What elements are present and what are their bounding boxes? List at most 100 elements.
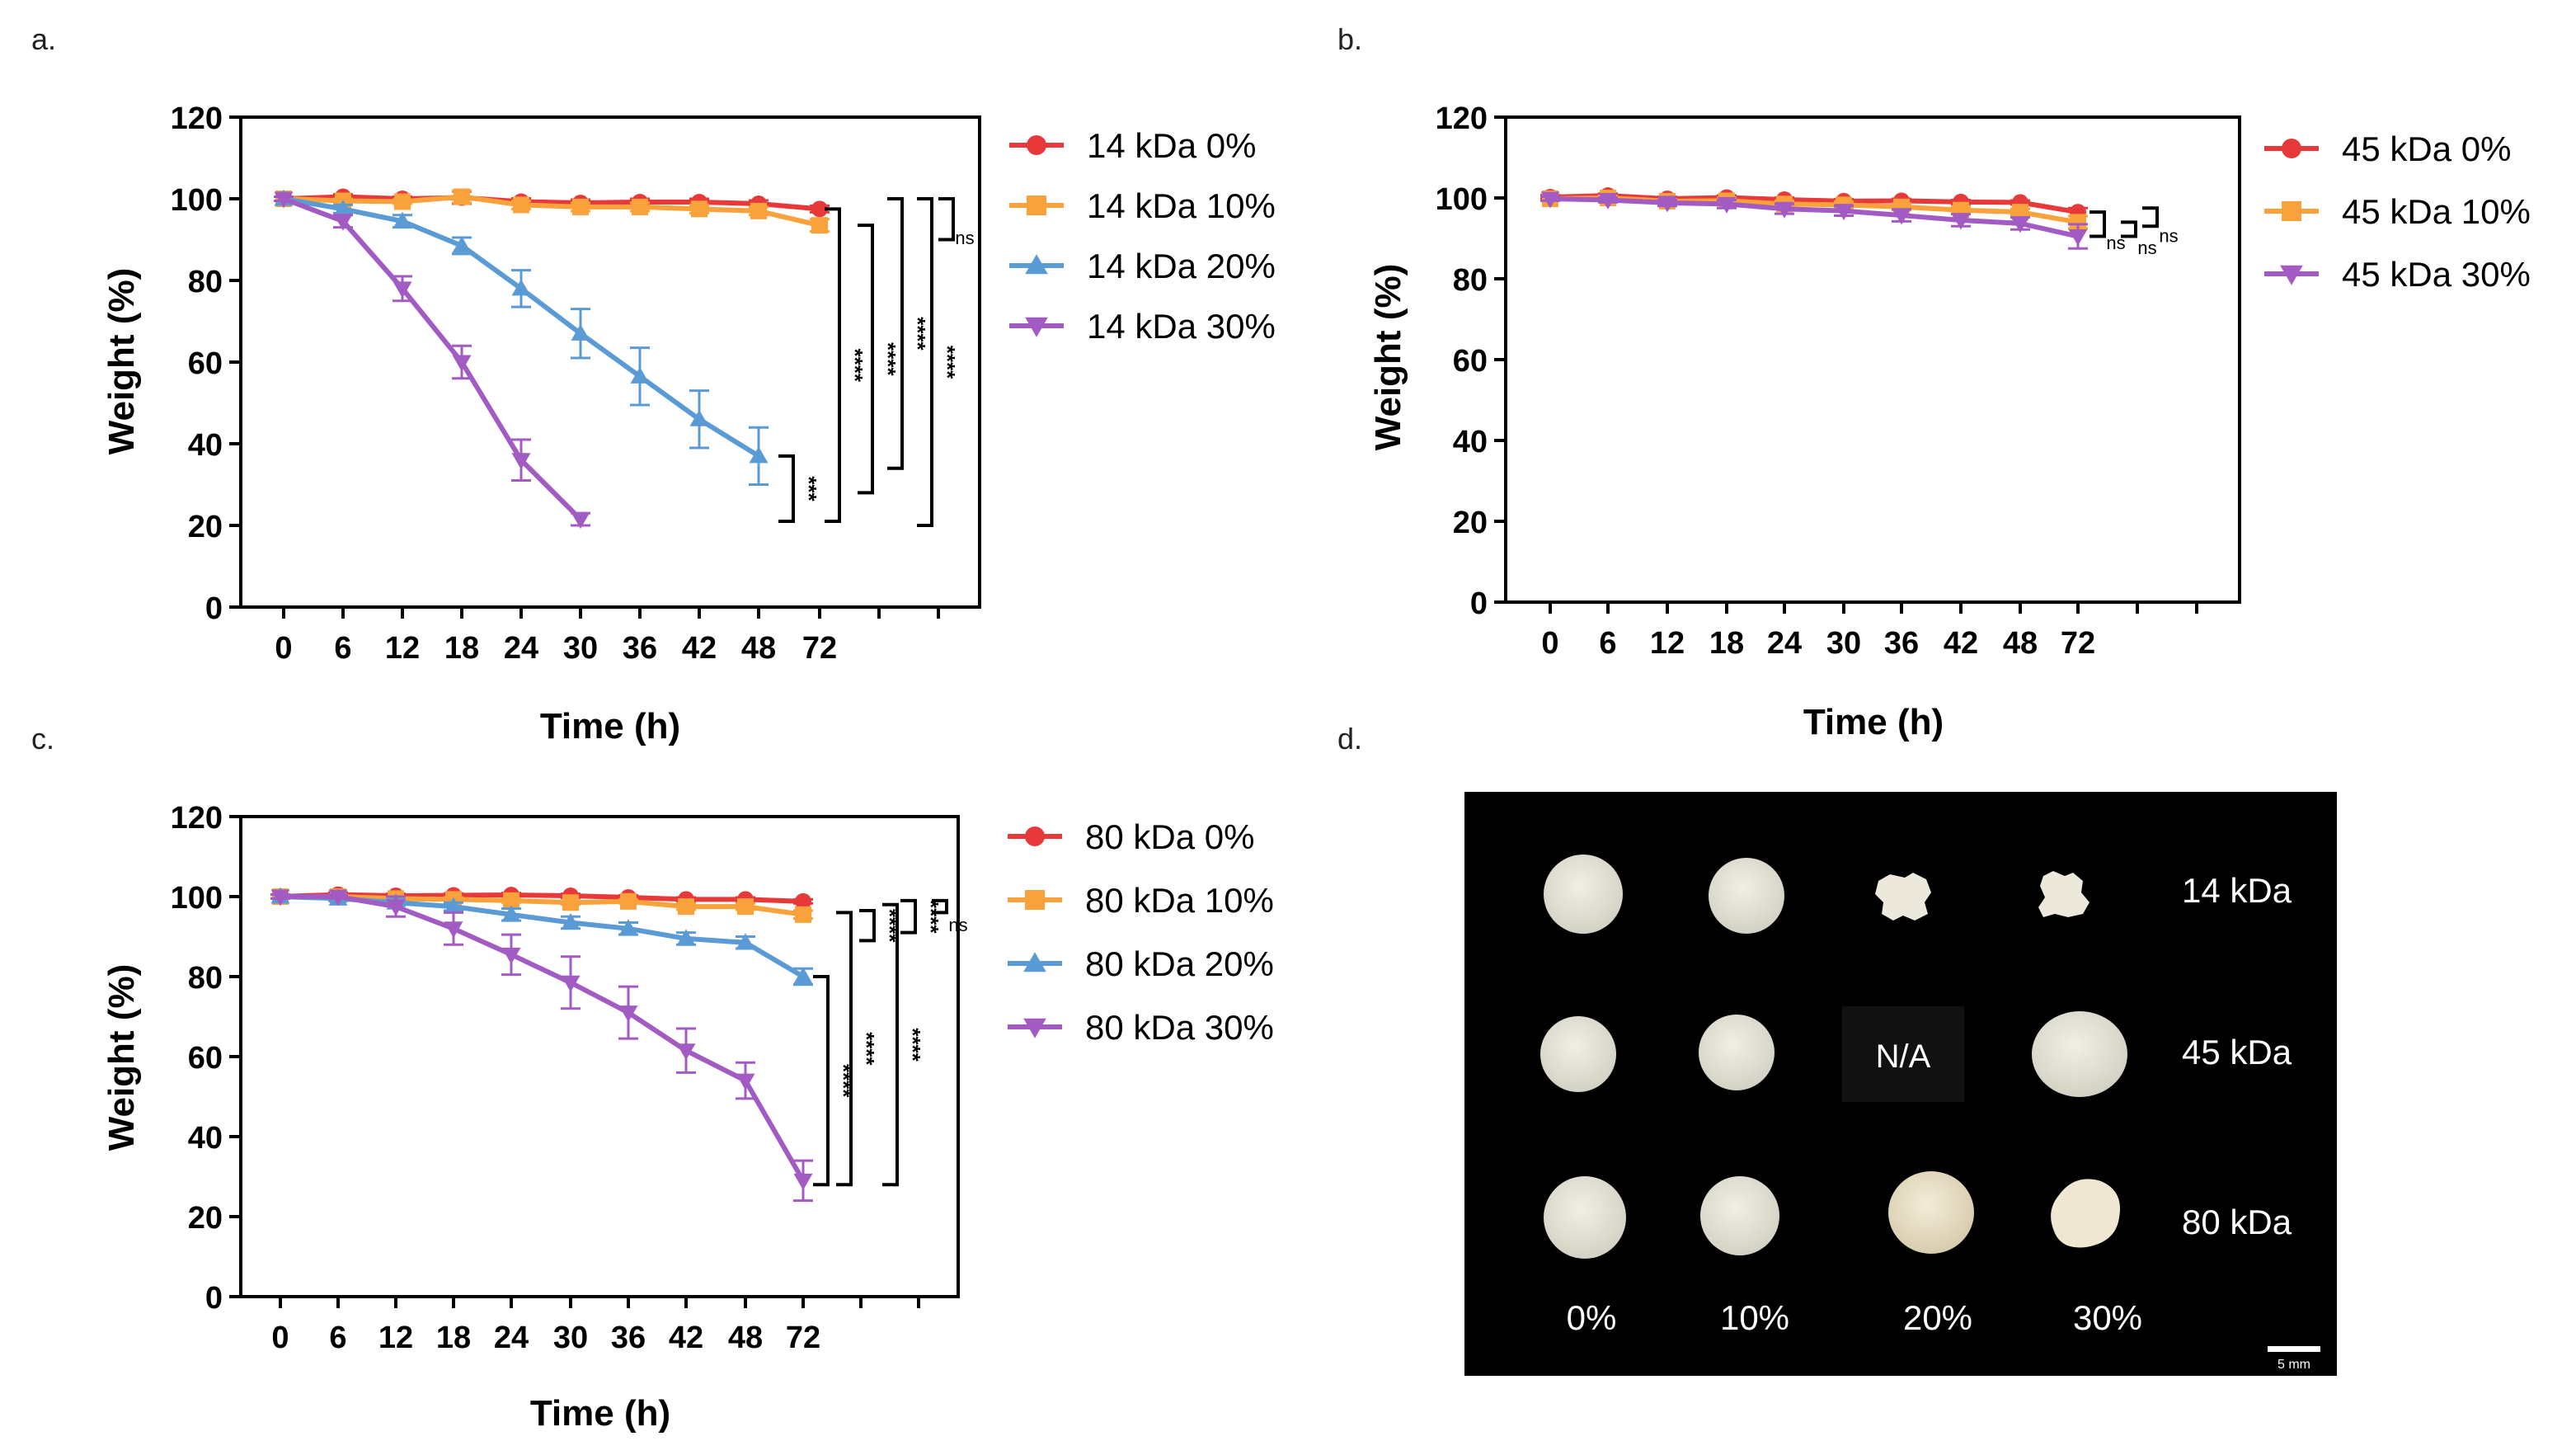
y-tick-label: 0 [205, 1281, 223, 1316]
data-point [630, 366, 650, 384]
data-point [811, 200, 828, 218]
x-tick-label: 12 [1650, 626, 1685, 661]
significance-bracket [813, 975, 830, 1187]
legend-entry: 45 kDa 30% [2264, 255, 2531, 294]
x-tick-label: 18 [444, 631, 479, 666]
sample-disc [1709, 858, 1784, 934]
sample-disc [1544, 855, 1623, 934]
x-tick-label: 6 [1599, 626, 1616, 661]
chart-b-axes: 0 20 40 60 80 100 120 0 6 12 18 24 30 36 42 48 72 [1436, 101, 2241, 661]
legend-label: 14 kDa 10% [1087, 186, 1276, 225]
significance-label: **** [935, 346, 960, 379]
legend-entry: 80 kDa 30% [1008, 1008, 1274, 1047]
data-point [1598, 192, 1618, 210]
y-tick-label: 100 [171, 183, 223, 218]
significance-label: ns [955, 228, 974, 248]
sample-disc [1888, 1171, 1974, 1254]
na-label: N/A [1876, 1038, 1931, 1075]
data-point [561, 913, 581, 930]
x-tick-label: 30 [1826, 626, 1861, 661]
data-point [793, 967, 813, 984]
panel-label-b: b. [1337, 22, 1362, 56]
data-point [2282, 201, 2301, 221]
data-point [511, 453, 531, 470]
data-point [333, 199, 353, 216]
significance-bracket [900, 898, 917, 935]
sample-disc [2032, 1011, 2127, 1097]
series-line [280, 894, 804, 917]
column-label-0: 0% [1567, 1298, 1617, 1337]
significance-label: **** [900, 1028, 925, 1062]
data-point [795, 906, 811, 923]
y-tick-label: 60 [188, 1041, 223, 1076]
x-tick-label: 36 [611, 1321, 646, 1355]
x-tick-label: 24 [504, 631, 538, 666]
scale-label: 5 mm [2278, 1358, 2310, 1372]
y-tick-label: 40 [188, 428, 223, 463]
y-tick-label: 20 [188, 510, 223, 544]
data-point [394, 193, 411, 210]
significance-bracket [938, 197, 955, 242]
data-point [1025, 254, 1048, 275]
x-tick-label: 24 [494, 1321, 529, 1355]
significance-bracket [2121, 220, 2137, 238]
legend-label: 45 kDa 10% [2342, 192, 2531, 231]
x-tick-label: 36 [623, 631, 657, 666]
significance-label: ns [2106, 233, 2125, 253]
significance-bracket [882, 902, 899, 1187]
data-point [561, 975, 581, 992]
data-point [676, 1043, 696, 1061]
significance-label: **** [876, 342, 900, 376]
data-point [1951, 213, 1971, 230]
data-point [632, 198, 648, 215]
chart-c-legend: 80 kDa 0% 80 kDa 10% 80 kDa 20% 80 kDa 30% [1008, 817, 1274, 1047]
legend-entry: 80 kDa 20% [1008, 944, 1274, 983]
panel-label-d: d. [1337, 722, 1362, 756]
data-point [795, 892, 811, 910]
legend-label: 80 kDa 10% [1085, 881, 1274, 920]
legend-label: 80 kDa 0% [1085, 817, 1254, 856]
legend-entry: 45 kDa 0% [2264, 129, 2511, 168]
legend-entry: 14 kDa 30% [1009, 307, 1276, 346]
row-label-45kda: 45 kDa [2182, 1033, 2292, 1071]
y-tick-label: 60 [1453, 344, 1488, 379]
data-point [386, 899, 406, 916]
data-point [1657, 195, 1677, 213]
data-point [503, 892, 519, 909]
data-point [736, 933, 755, 950]
chart-a-xlabel: Time (h) [540, 706, 680, 746]
chart-a: 0 20 40 60 80 100 120 0 6 12 18 24 30 36 42 48 72 Time (… [101, 101, 1276, 746]
data-point [571, 512, 590, 530]
data-point [678, 898, 694, 916]
significance-bracket [778, 454, 795, 524]
legend-entry: 45 kDa 10% [2264, 192, 2531, 231]
y-tick-label: 40 [188, 1121, 223, 1156]
row-label-80kda: 80 kDa [2182, 1203, 2292, 1241]
legend-label: 14 kDa 30% [1087, 307, 1276, 346]
chart-a-legend: 14 kDa 0% 14 kDa 10% 14 kDa 20% 14 kDa 30% [1009, 126, 1276, 346]
x-tick-label: 72 [802, 631, 837, 666]
legend-entry: 14 kDa 0% [1009, 126, 1256, 165]
data-point [452, 236, 472, 253]
significance-label: ns [2137, 238, 2156, 258]
legend-entry: 80 kDa 10% [1008, 881, 1274, 920]
series [274, 191, 590, 530]
x-tick-label: 18 [436, 1321, 471, 1355]
column-label-20: 20% [1903, 1298, 1972, 1337]
significance-label: **** [843, 348, 867, 382]
chart-c-ylabel: Weight (%) [101, 964, 142, 1151]
scale-bar [2268, 1346, 2320, 1352]
series [274, 189, 769, 486]
y-tick-label: 100 [1436, 182, 1488, 217]
y-tick-label: 120 [171, 801, 223, 836]
chart-b-series [1540, 187, 2088, 250]
data-point [676, 929, 696, 946]
x-tick-label: 36 [1884, 626, 1919, 661]
data-point [2068, 229, 2088, 247]
legend-label: 80 kDa 20% [1085, 944, 1274, 983]
data-point [572, 198, 589, 215]
significance-bracket [859, 908, 876, 943]
x-tick-label: 0 [275, 631, 292, 666]
legend-label: 45 kDa 0% [2342, 129, 2511, 168]
data-point [1775, 201, 1794, 219]
